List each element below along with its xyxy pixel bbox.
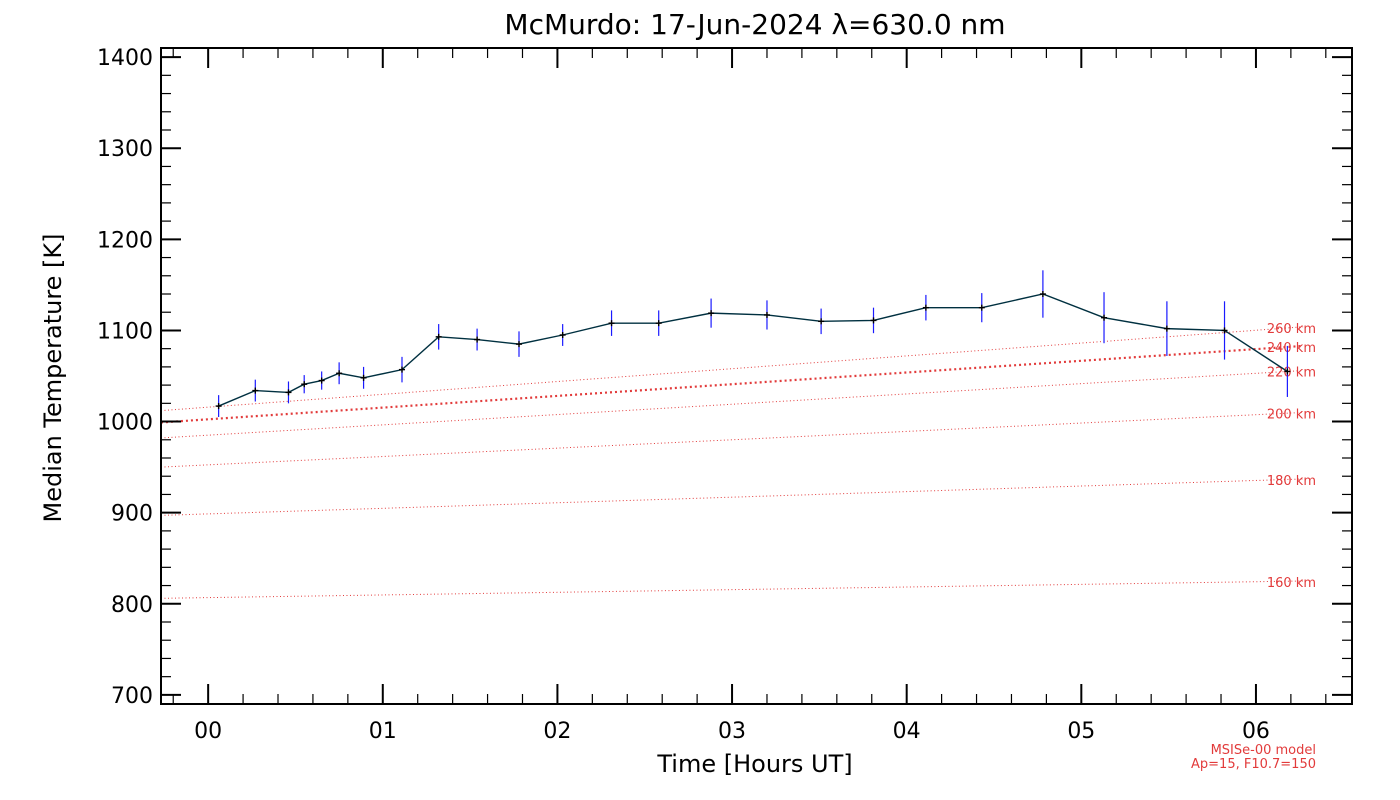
model-curve-4 bbox=[160, 478, 1304, 516]
model-curve-label-2: 220 km bbox=[1267, 366, 1316, 381]
model-curve-2 bbox=[160, 370, 1304, 439]
x-tick-label: 01 bbox=[369, 719, 397, 744]
y-tick-label: 1100 bbox=[97, 319, 153, 344]
model-curve-label-4: 180 km bbox=[1267, 474, 1316, 489]
model-curve-0 bbox=[160, 326, 1304, 412]
y-tick-label: 800 bbox=[111, 593, 153, 618]
x-axis-label: Time [Hours UT] bbox=[656, 750, 852, 778]
x-tick-label: 05 bbox=[1067, 719, 1095, 744]
model-note-line2: Ap=15, F10.7=150 bbox=[1191, 757, 1316, 772]
plot-frame bbox=[160, 47, 1353, 705]
model-curve-label-3: 200 km bbox=[1267, 407, 1316, 422]
y-tick-label: 1000 bbox=[97, 411, 153, 436]
model-curve-label-0: 260 km bbox=[1267, 322, 1316, 337]
model-note-line1: MSISe-00 model bbox=[1211, 743, 1316, 758]
plot-area: 260 km 240 km 220 km 200 km 180 km 160 km 700 8… bbox=[97, 46, 1353, 744]
x-tick-label: 06 bbox=[1242, 719, 1270, 744]
x-tick-label: 04 bbox=[893, 719, 921, 744]
x-tick-label: 00 bbox=[194, 719, 222, 744]
model-curve-5 bbox=[160, 580, 1304, 599]
x-tick-label: 03 bbox=[718, 719, 746, 744]
model-curve-3 bbox=[160, 411, 1304, 468]
model-curve-label-5: 160 km bbox=[1267, 576, 1316, 591]
y-tick-label: 1200 bbox=[97, 228, 153, 253]
model-curve-label-1: 240 km bbox=[1267, 341, 1316, 356]
chart-title: McMurdo: 17-Jun-2024 λ=630.0 nm bbox=[504, 8, 1005, 41]
y-tick-label: 1400 bbox=[97, 46, 153, 71]
y-tick-label: 1300 bbox=[97, 137, 153, 162]
model-curve-1 bbox=[160, 344, 1304, 424]
y-axis-label: Median Temperature [K] bbox=[39, 233, 67, 522]
y-tick-label: 900 bbox=[111, 502, 153, 527]
y-tick-label: 700 bbox=[111, 684, 153, 709]
series-line-0 bbox=[218, 293, 1288, 407]
x-tick-label: 02 bbox=[543, 719, 571, 744]
